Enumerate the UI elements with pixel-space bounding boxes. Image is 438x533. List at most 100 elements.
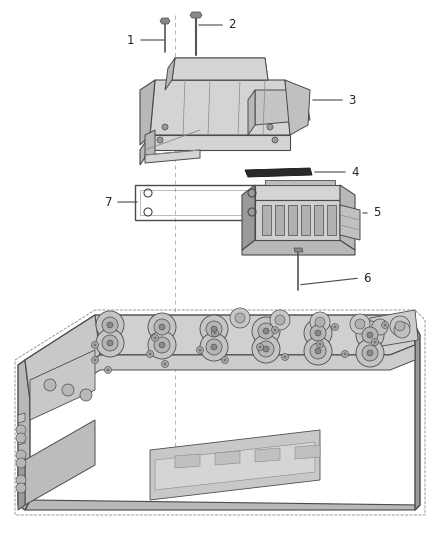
Circle shape (154, 337, 170, 353)
Text: 7: 7 (105, 196, 112, 208)
Circle shape (258, 345, 261, 349)
Circle shape (16, 450, 26, 460)
Circle shape (213, 332, 216, 335)
Circle shape (384, 324, 386, 327)
Polygon shape (190, 12, 202, 18)
Circle shape (16, 483, 26, 493)
Circle shape (343, 352, 346, 356)
Circle shape (258, 341, 274, 357)
Polygon shape (25, 315, 415, 400)
Polygon shape (245, 168, 312, 177)
Circle shape (152, 335, 159, 342)
Polygon shape (255, 448, 280, 462)
Circle shape (315, 317, 325, 327)
Circle shape (275, 315, 285, 325)
Polygon shape (145, 130, 155, 160)
Polygon shape (165, 58, 175, 90)
Text: 2: 2 (228, 19, 236, 31)
Polygon shape (255, 90, 310, 125)
Polygon shape (155, 442, 315, 490)
Circle shape (212, 329, 219, 336)
Polygon shape (145, 150, 200, 163)
Circle shape (146, 351, 153, 358)
Circle shape (163, 362, 166, 366)
Circle shape (92, 342, 99, 349)
Circle shape (102, 317, 118, 333)
Circle shape (252, 335, 280, 363)
Circle shape (304, 319, 332, 347)
Circle shape (200, 315, 228, 343)
Polygon shape (301, 205, 310, 235)
Polygon shape (18, 457, 25, 467)
Circle shape (106, 368, 110, 372)
Circle shape (362, 327, 378, 343)
Circle shape (96, 311, 124, 339)
Polygon shape (25, 500, 420, 510)
Polygon shape (327, 205, 336, 235)
Circle shape (222, 357, 229, 364)
Polygon shape (18, 460, 25, 510)
Circle shape (310, 312, 330, 332)
Polygon shape (140, 135, 150, 165)
Circle shape (157, 137, 163, 143)
Circle shape (62, 384, 74, 396)
Circle shape (211, 344, 217, 350)
Polygon shape (242, 240, 355, 255)
Circle shape (310, 343, 326, 359)
Polygon shape (30, 350, 95, 420)
Circle shape (206, 339, 222, 355)
Polygon shape (160, 18, 170, 24)
Circle shape (272, 327, 279, 334)
Polygon shape (370, 310, 418, 348)
Circle shape (230, 308, 250, 328)
Circle shape (80, 389, 92, 401)
Circle shape (350, 314, 370, 334)
Circle shape (372, 319, 388, 335)
Circle shape (211, 326, 217, 332)
Circle shape (206, 321, 222, 337)
Polygon shape (140, 80, 155, 145)
Circle shape (381, 321, 389, 328)
Polygon shape (150, 80, 290, 135)
Circle shape (263, 328, 269, 334)
Text: 3: 3 (348, 93, 355, 107)
Polygon shape (242, 185, 255, 250)
Polygon shape (340, 185, 355, 250)
Circle shape (16, 433, 26, 443)
Circle shape (267, 124, 273, 130)
Polygon shape (294, 248, 303, 252)
Polygon shape (18, 413, 25, 423)
Polygon shape (288, 205, 297, 235)
Circle shape (342, 351, 349, 358)
Text: 5: 5 (373, 206, 380, 220)
Circle shape (197, 346, 204, 353)
Polygon shape (25, 315, 100, 400)
Polygon shape (172, 58, 268, 80)
Circle shape (16, 458, 26, 468)
Polygon shape (30, 345, 415, 415)
Circle shape (263, 346, 269, 352)
Circle shape (273, 328, 276, 332)
Polygon shape (150, 135, 290, 150)
Circle shape (252, 317, 280, 345)
Circle shape (258, 323, 274, 339)
Polygon shape (248, 90, 255, 135)
Polygon shape (415, 325, 420, 510)
Circle shape (105, 367, 112, 374)
Circle shape (107, 322, 113, 328)
Circle shape (198, 349, 201, 351)
Circle shape (310, 325, 326, 341)
Circle shape (235, 313, 245, 323)
Circle shape (16, 475, 26, 485)
Polygon shape (150, 430, 320, 500)
Circle shape (317, 341, 324, 348)
Circle shape (315, 330, 321, 336)
Polygon shape (265, 180, 335, 185)
Polygon shape (275, 205, 284, 235)
Polygon shape (255, 185, 340, 200)
Circle shape (333, 326, 336, 328)
Circle shape (44, 379, 56, 391)
Circle shape (159, 342, 165, 348)
Polygon shape (295, 445, 320, 459)
Polygon shape (18, 479, 25, 489)
